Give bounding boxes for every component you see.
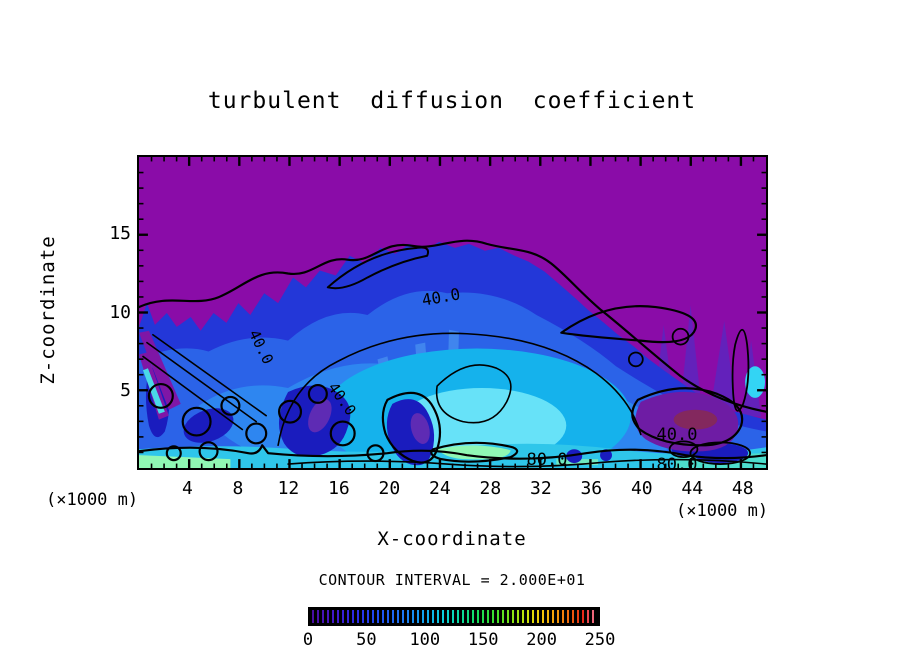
- colorbar-stripe: [397, 610, 399, 623]
- colorbar-stripe: [507, 610, 509, 623]
- colorbar-stripe: [367, 610, 369, 623]
- colorbar-stripe: [472, 610, 474, 623]
- colorbar: [308, 607, 600, 626]
- colorbar-stripe: [312, 610, 314, 623]
- colorbar-stripe: [447, 610, 449, 623]
- x-tick-label: 12: [277, 478, 300, 499]
- colorbar-stripe: [482, 610, 484, 623]
- x-tick-label: 40: [630, 478, 653, 499]
- y-tick-label: 5: [120, 380, 131, 402]
- colorbar-tick-label: 200: [526, 630, 557, 650]
- field-green-center: [437, 445, 511, 460]
- colorbar-stripe: [557, 610, 559, 623]
- x-tick-label: 16: [328, 478, 350, 499]
- x-axis-unit-left: (×1000 m): [46, 490, 139, 510]
- colorbar-stripe: [427, 610, 429, 623]
- x-axis-unit-right: (×1000 m): [676, 501, 769, 521]
- x-tick-label: 48: [731, 478, 754, 499]
- colorbar-stripe: [492, 610, 494, 623]
- colorbar-stripe: [487, 610, 489, 623]
- x-tick-label: 44: [681, 478, 704, 499]
- field-purple-accents: [308, 399, 430, 444]
- colorbar-stripe: [582, 610, 584, 623]
- colorbar-stripe: [552, 610, 554, 623]
- x-tick-label: 24: [429, 478, 451, 499]
- x-tick-label: 32: [529, 478, 552, 499]
- colorbar-stripe: [322, 610, 324, 623]
- field-maroon-core: [673, 409, 718, 430]
- colorbar-stripe: [352, 610, 354, 623]
- colorbar-stripe: [362, 610, 364, 623]
- x-tick-label: 28: [479, 478, 502, 499]
- colorbar-stripe: [407, 610, 409, 623]
- colorbar-stripe: [542, 610, 544, 623]
- x-tick-label: 36: [580, 478, 603, 499]
- colorbar-stripe: [497, 610, 499, 623]
- colorbar-stripe: [587, 610, 589, 623]
- colorbar-stripe: [417, 610, 419, 623]
- colorbar-tick-label: 150: [467, 630, 499, 650]
- colorbar-stripe: [437, 610, 439, 623]
- colorbar-stripe: [377, 610, 379, 623]
- colorbar-stripe: [442, 610, 444, 623]
- colorbar-stripe: [412, 610, 414, 623]
- colorbar-stripe: [527, 610, 529, 623]
- colorbar-stripe: [517, 610, 519, 623]
- colorbar-tick-label: 0: [302, 630, 314, 650]
- colorbar-stripe: [332, 610, 334, 623]
- colorbar-stripe: [392, 610, 394, 623]
- colorbar-stripe: [347, 610, 349, 623]
- x-tick-label: 20: [378, 478, 401, 499]
- contour-value-label: 80.0: [526, 450, 568, 470]
- y-tick-label: 15: [109, 222, 131, 244]
- colorbar-stripe: [342, 610, 344, 623]
- colorbar-stripe: [567, 610, 569, 623]
- colorbar-stripe: [422, 610, 424, 623]
- colorbar-stripe: [547, 610, 549, 623]
- colorbar-stripe: [317, 610, 319, 623]
- colorbar-stripe: [327, 610, 329, 623]
- colorbar-stripe: [522, 610, 524, 623]
- colorbar-stripe: [382, 610, 384, 623]
- contour-field-svg: [139, 157, 766, 468]
- x-tick-label: 8: [232, 478, 244, 499]
- plot-area: 40.0 40.0 40.0 40.0 80.0 80.0: [137, 155, 768, 475]
- colorbar-stripe: [502, 610, 504, 623]
- colorbar-stripe: [452, 610, 454, 623]
- contour-interval-text: CONTOUR INTERVAL = 2.000E+01: [318, 571, 586, 589]
- colorbar-stripe: [477, 610, 479, 623]
- colorbar-stripe: [432, 610, 434, 623]
- x-axis-label: X-coordinate: [377, 528, 527, 550]
- colorbar-stripe: [457, 610, 459, 623]
- colorbar-stripe: [387, 610, 389, 623]
- colorbar-stripe: [337, 610, 339, 623]
- colorbar-stripe: [357, 610, 359, 623]
- colorbar-stripe: [592, 610, 594, 623]
- field-green-left: [139, 455, 231, 468]
- chart-title: turbulent diffusion coefficient: [207, 88, 697, 114]
- y-tick-label: 10: [109, 301, 131, 323]
- colorbar-stripe: [467, 610, 469, 623]
- colorbar-stripe: [512, 610, 514, 623]
- colorbar-tick-label: 250: [584, 630, 616, 650]
- colorbar-stripe: [532, 610, 534, 623]
- axis-ticks: [139, 157, 766, 468]
- colorbar-tick-label: 100: [409, 630, 441, 650]
- contour-value-label: 80.0: [656, 455, 698, 475]
- colorbar-tick-label: 50: [356, 630, 377, 650]
- colorbar-stripe: [537, 610, 539, 623]
- colorbar-stripe: [402, 610, 404, 623]
- contour-value-label: 40.0: [656, 425, 698, 445]
- colorbar-stripe: [572, 610, 574, 623]
- colorbar-stripe: [462, 610, 464, 623]
- x-tick-label: 4: [182, 478, 193, 499]
- colorbar-stripe: [577, 610, 579, 623]
- contour-lines: [139, 239, 766, 468]
- colorbar-stripe: [372, 610, 374, 623]
- colorbar-stripe: [562, 610, 564, 623]
